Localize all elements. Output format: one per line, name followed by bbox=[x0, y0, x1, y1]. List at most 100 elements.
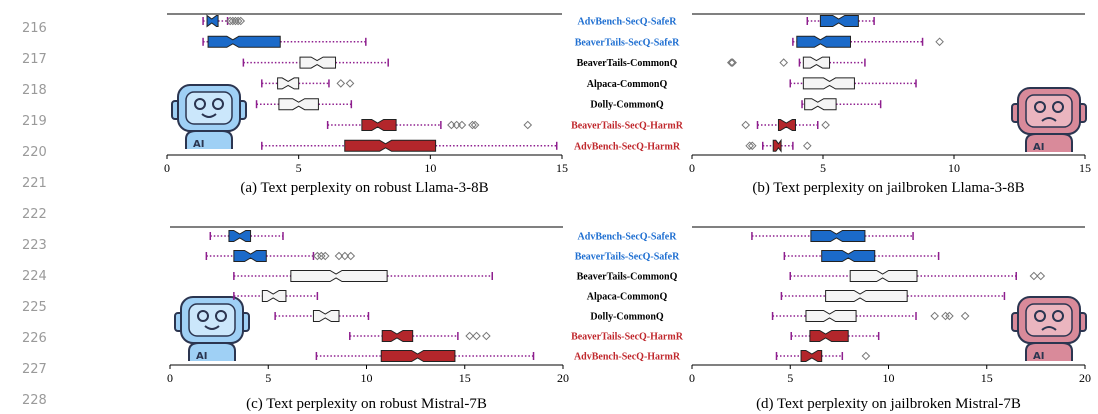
x-tick-label: 15 bbox=[459, 371, 471, 385]
box bbox=[801, 351, 822, 362]
line-number: 221 bbox=[22, 176, 47, 191]
caption: (c) Text perplexity on robust Mistral-7B bbox=[246, 396, 487, 412]
box bbox=[234, 251, 266, 262]
category-label: AdvBench-SecQ-HarmR bbox=[574, 141, 681, 152]
outlier bbox=[804, 142, 811, 149]
category-label: AdvBench-SecQ-SafeR bbox=[578, 232, 678, 243]
line-number: 227 bbox=[22, 362, 47, 377]
outlier bbox=[235, 17, 242, 24]
robot-label: AI bbox=[1033, 351, 1044, 362]
x-tick-label: 10 bbox=[883, 371, 895, 385]
line-number: 226 bbox=[22, 331, 47, 346]
x-tick-label: 10 bbox=[424, 161, 436, 175]
outlier bbox=[453, 121, 460, 128]
outlier bbox=[458, 121, 465, 128]
robot-face bbox=[1026, 304, 1072, 336]
robot-icon: AI bbox=[1012, 88, 1086, 153]
box bbox=[207, 16, 218, 27]
outlier bbox=[524, 121, 531, 128]
category-label: BeaverTails-SecQ-SafeR bbox=[575, 252, 680, 263]
figure: 216217218219220221222223224225226227228A… bbox=[0, 0, 1098, 414]
category-label: BeaverTails-CommonQ bbox=[577, 58, 678, 69]
outlier bbox=[229, 17, 236, 24]
outlier bbox=[346, 80, 353, 87]
outlier bbox=[749, 142, 756, 149]
box bbox=[778, 120, 795, 131]
line-number: 222 bbox=[22, 207, 47, 222]
box bbox=[382, 331, 412, 342]
outlier bbox=[862, 352, 869, 359]
x-tick-label: 0 bbox=[167, 371, 173, 385]
robot-icon: AI bbox=[1012, 297, 1086, 362]
box bbox=[345, 140, 436, 151]
x-tick-label: 0 bbox=[689, 161, 695, 175]
line-number: 219 bbox=[22, 114, 47, 129]
robot-face bbox=[189, 304, 235, 336]
x-tick-label: 5 bbox=[787, 371, 793, 385]
category-label: BeaverTails-CommonQ bbox=[577, 272, 678, 283]
category-label: BeaverTails-SecQ-SafeR bbox=[575, 37, 680, 48]
outlier bbox=[337, 80, 344, 87]
caption: (d) Text perplexity on jailbroken Mistra… bbox=[756, 396, 1021, 412]
line-number: 228 bbox=[22, 393, 47, 408]
box bbox=[300, 57, 336, 68]
robot-face bbox=[186, 92, 232, 124]
outlier bbox=[469, 121, 476, 128]
box bbox=[811, 231, 865, 242]
robot-label: AI bbox=[196, 351, 207, 362]
outlier bbox=[448, 121, 455, 128]
box bbox=[313, 311, 339, 322]
box bbox=[810, 331, 848, 342]
box bbox=[850, 271, 917, 282]
outlier bbox=[742, 121, 749, 128]
outlier bbox=[472, 121, 479, 128]
x-tick-label: 15 bbox=[556, 161, 568, 175]
x-tick-label: 10 bbox=[361, 371, 373, 385]
x-tick-label: 15 bbox=[1079, 161, 1091, 175]
box bbox=[805, 99, 836, 110]
caption: (a) Text perplexity on robust Llama-3-8B bbox=[240, 180, 488, 196]
x-tick-label: 5 bbox=[820, 161, 826, 175]
outlier bbox=[931, 312, 938, 319]
box bbox=[803, 57, 829, 68]
outlier bbox=[232, 17, 239, 24]
outlier bbox=[473, 332, 480, 339]
line-number: 220 bbox=[22, 145, 47, 160]
category-label: BeaverTails-SecQ-HarmR bbox=[571, 121, 684, 132]
category-label: Alpaca-CommonQ bbox=[587, 292, 668, 303]
outlier bbox=[1037, 272, 1044, 279]
outlier bbox=[962, 312, 969, 319]
caption: (b) Text perplexity on jailbroken Llama-… bbox=[752, 180, 1024, 196]
line-number: 224 bbox=[22, 269, 47, 284]
line-number: 223 bbox=[22, 238, 47, 253]
x-tick-label: 5 bbox=[265, 371, 271, 385]
outlier bbox=[822, 121, 829, 128]
box bbox=[229, 231, 251, 242]
box bbox=[820, 16, 858, 27]
box bbox=[381, 351, 455, 362]
category-label: AdvBench-SecQ-HarmR bbox=[574, 352, 681, 363]
x-tick-label: 0 bbox=[689, 371, 695, 385]
box bbox=[262, 291, 286, 302]
box bbox=[291, 271, 387, 282]
robot-icon: AI bbox=[175, 297, 249, 362]
outlier bbox=[1030, 272, 1037, 279]
line-number: 225 bbox=[22, 300, 47, 315]
outlier bbox=[237, 17, 244, 24]
category-label: Dolly-CommonQ bbox=[590, 312, 664, 323]
outlier bbox=[936, 38, 943, 45]
robot-icon: AI bbox=[172, 85, 246, 150]
box bbox=[208, 36, 280, 47]
box bbox=[826, 291, 908, 302]
category-label: Dolly-CommonQ bbox=[590, 100, 664, 111]
x-tick-label: 20 bbox=[557, 371, 569, 385]
robot-face bbox=[1026, 95, 1072, 127]
outlier bbox=[483, 332, 490, 339]
x-tick-label: 0 bbox=[164, 161, 170, 175]
line-number: 218 bbox=[22, 83, 47, 98]
box bbox=[797, 36, 851, 47]
line-number: 216 bbox=[22, 21, 47, 36]
category-label: Alpaca-CommonQ bbox=[587, 79, 668, 90]
box bbox=[278, 78, 299, 89]
robot-label: AI bbox=[1033, 142, 1044, 153]
